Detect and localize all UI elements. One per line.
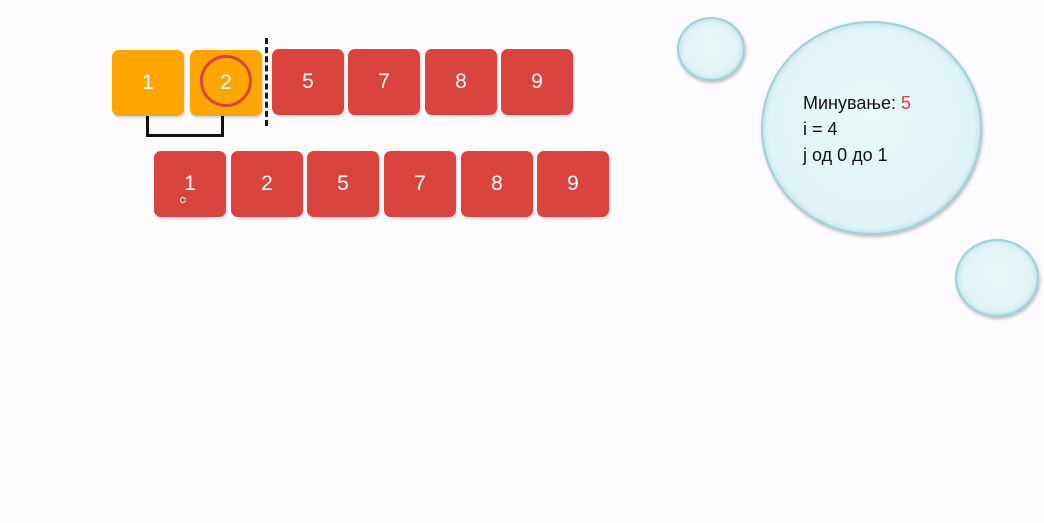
sorted-box-1: 1 — [112, 50, 184, 116]
unsorted-box-3: 8 — [425, 49, 497, 115]
unsorted-box-4: 9 — [501, 49, 573, 115]
box-value: 7 — [414, 172, 426, 195]
small-bubble-bottom — [955, 239, 1039, 317]
result-box-6: 9 — [537, 151, 609, 217]
box-value: 7 — [378, 70, 390, 93]
box-value: 2 — [261, 172, 273, 195]
result-box-4: 7 — [384, 151, 456, 217]
i-line: i = 4 — [803, 119, 838, 139]
box-value: 1 — [142, 71, 154, 94]
result-box-2: 2 — [231, 151, 303, 217]
small-dot-marker — [180, 197, 186, 203]
box-value: 8 — [491, 172, 503, 195]
result-box-5: 8 — [461, 151, 533, 217]
pass-label: Минување: — [803, 93, 901, 113]
box-value: 1 — [184, 172, 196, 195]
box-value: 9 — [531, 70, 543, 93]
pass-value: 5 — [901, 93, 912, 113]
info-text: Минување: 5 i = 4 j од 0 до 1 — [803, 90, 911, 168]
box-value: 9 — [567, 172, 579, 195]
current-element-circle — [200, 55, 252, 107]
box-value: 5 — [302, 70, 314, 93]
unsorted-box-1: 5 — [272, 49, 344, 115]
box-value: 8 — [455, 70, 467, 93]
result-box-1: 1 — [154, 151, 226, 217]
result-box-3: 5 — [307, 151, 379, 217]
j-line: j од 0 до 1 — [803, 145, 888, 165]
comparison-bracket — [146, 116, 224, 137]
info-bubble — [761, 21, 982, 235]
sorted-divider — [265, 38, 268, 126]
box-value: 5 — [337, 172, 349, 195]
pass-line: Минување: 5 — [803, 90, 911, 116]
small-bubble-top — [677, 17, 745, 81]
unsorted-box-2: 7 — [348, 49, 420, 115]
